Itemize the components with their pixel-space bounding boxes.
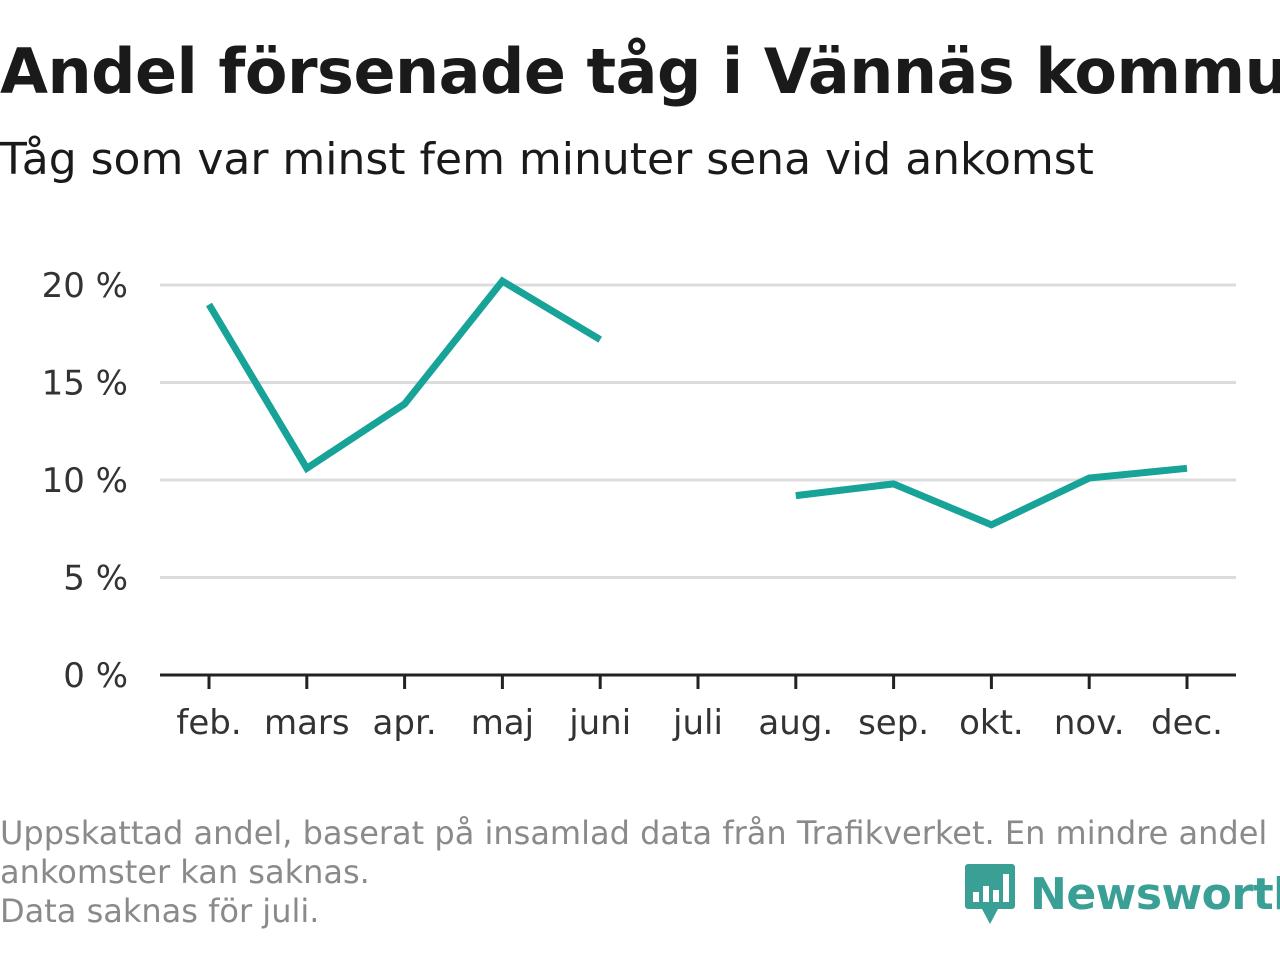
y-axis-labels: 0 % 5 % 10 % 15 % 20 % bbox=[42, 266, 128, 696]
x-axis bbox=[160, 673, 1236, 689]
y-tick-label: 15 % bbox=[42, 364, 128, 404]
chart-subtitle: Tåg som var minst fem minuter sena vid a… bbox=[0, 134, 1094, 185]
x-tick-label: feb. bbox=[176, 703, 241, 743]
x-tick-label: maj bbox=[471, 703, 534, 743]
x-tick-label: aug. bbox=[758, 703, 833, 743]
gridlines bbox=[160, 283, 1236, 579]
y-tick-label: 20 % bbox=[42, 266, 128, 306]
footnote-line: ankomster kan saknas. bbox=[0, 853, 370, 891]
y-tick-label: 0 % bbox=[63, 656, 128, 696]
series-line bbox=[205, 276, 602, 474]
x-tick-label: sep. bbox=[858, 703, 929, 743]
x-tick-label: nov. bbox=[1054, 703, 1125, 743]
x-tick-label: juli bbox=[672, 703, 723, 743]
footnote-line: Data saknas för juli. bbox=[0, 892, 320, 930]
x-tick-label: mars bbox=[264, 703, 350, 743]
series-lines bbox=[205, 276, 1188, 529]
y-tick-label: 10 % bbox=[42, 461, 128, 501]
x-tick-label: dec. bbox=[1151, 703, 1223, 743]
x-tick-label: okt. bbox=[959, 703, 1024, 743]
series-line bbox=[795, 464, 1188, 529]
chart-title: Andel försenade tåg i Vännäs kommun bbox=[0, 35, 1280, 108]
footnote: Uppskattad andel, baserat på insamlad da… bbox=[0, 814, 1268, 931]
y-tick-label: 5 % bbox=[63, 559, 128, 599]
bar-chart-speech-bubble-icon bbox=[965, 864, 1015, 924]
x-axis-labels: feb. mars apr. maj juni juli aug. sep. okt. nov. d… bbox=[176, 703, 1223, 743]
brand-name: Newsworthy bbox=[1030, 868, 1280, 920]
x-tick-label: apr. bbox=[373, 703, 437, 743]
footnote-line: Uppskattad andel, baserat på insamlad da… bbox=[0, 814, 1268, 852]
brand-logo: Newsworthy bbox=[964, 862, 1280, 926]
x-tick-label: juni bbox=[568, 703, 631, 743]
